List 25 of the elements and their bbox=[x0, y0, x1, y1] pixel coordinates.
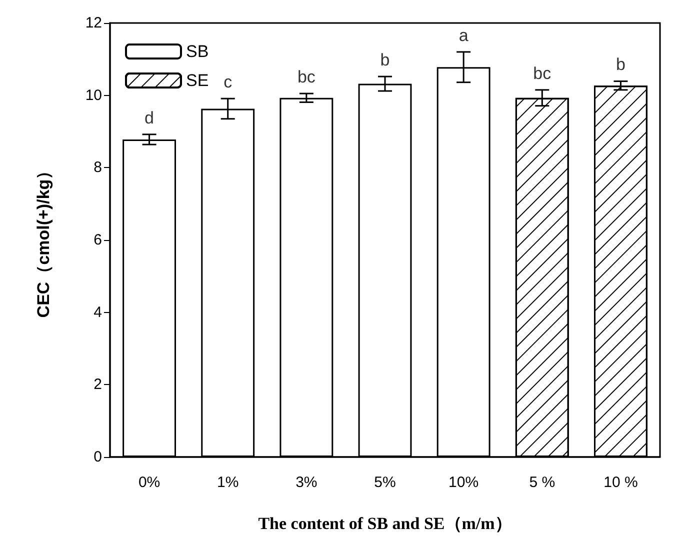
y-tick-label: 2 bbox=[94, 376, 102, 394]
annotation: bc bbox=[533, 64, 552, 83]
annotation: d bbox=[144, 108, 154, 128]
y-tick-label: 4 bbox=[94, 304, 102, 321]
y-tick-label: 8 bbox=[94, 159, 102, 176]
annotation: b bbox=[380, 50, 390, 70]
x-tick-label: 10 % bbox=[604, 474, 638, 491]
y-axis-title: CEC（cmol(+)/kg） bbox=[34, 162, 53, 318]
x-axis-title: The content of SB and SE（m/m） bbox=[258, 514, 512, 533]
annotation: c bbox=[224, 72, 233, 92]
x-tick-label: 10% bbox=[448, 474, 479, 491]
y-tick-label: 0 bbox=[94, 448, 102, 466]
x-tick-label: 1% bbox=[217, 474, 239, 491]
annotation: a bbox=[458, 26, 469, 45]
y-tick-label: 6 bbox=[94, 232, 102, 248]
y-tick-label: 10 bbox=[85, 86, 102, 104]
x-tick-label: 5% bbox=[374, 474, 396, 491]
legend-label: SE bbox=[186, 71, 209, 90]
annotation: b bbox=[616, 55, 626, 74]
x-tick-label: 5 % bbox=[529, 474, 556, 491]
legend-label: SB bbox=[186, 42, 209, 61]
x-tick-label: 3% bbox=[296, 474, 318, 491]
annotation: bc bbox=[297, 68, 316, 87]
y-tick-label: 12 bbox=[85, 14, 102, 32]
x-tick-label: 0% bbox=[138, 474, 160, 491]
